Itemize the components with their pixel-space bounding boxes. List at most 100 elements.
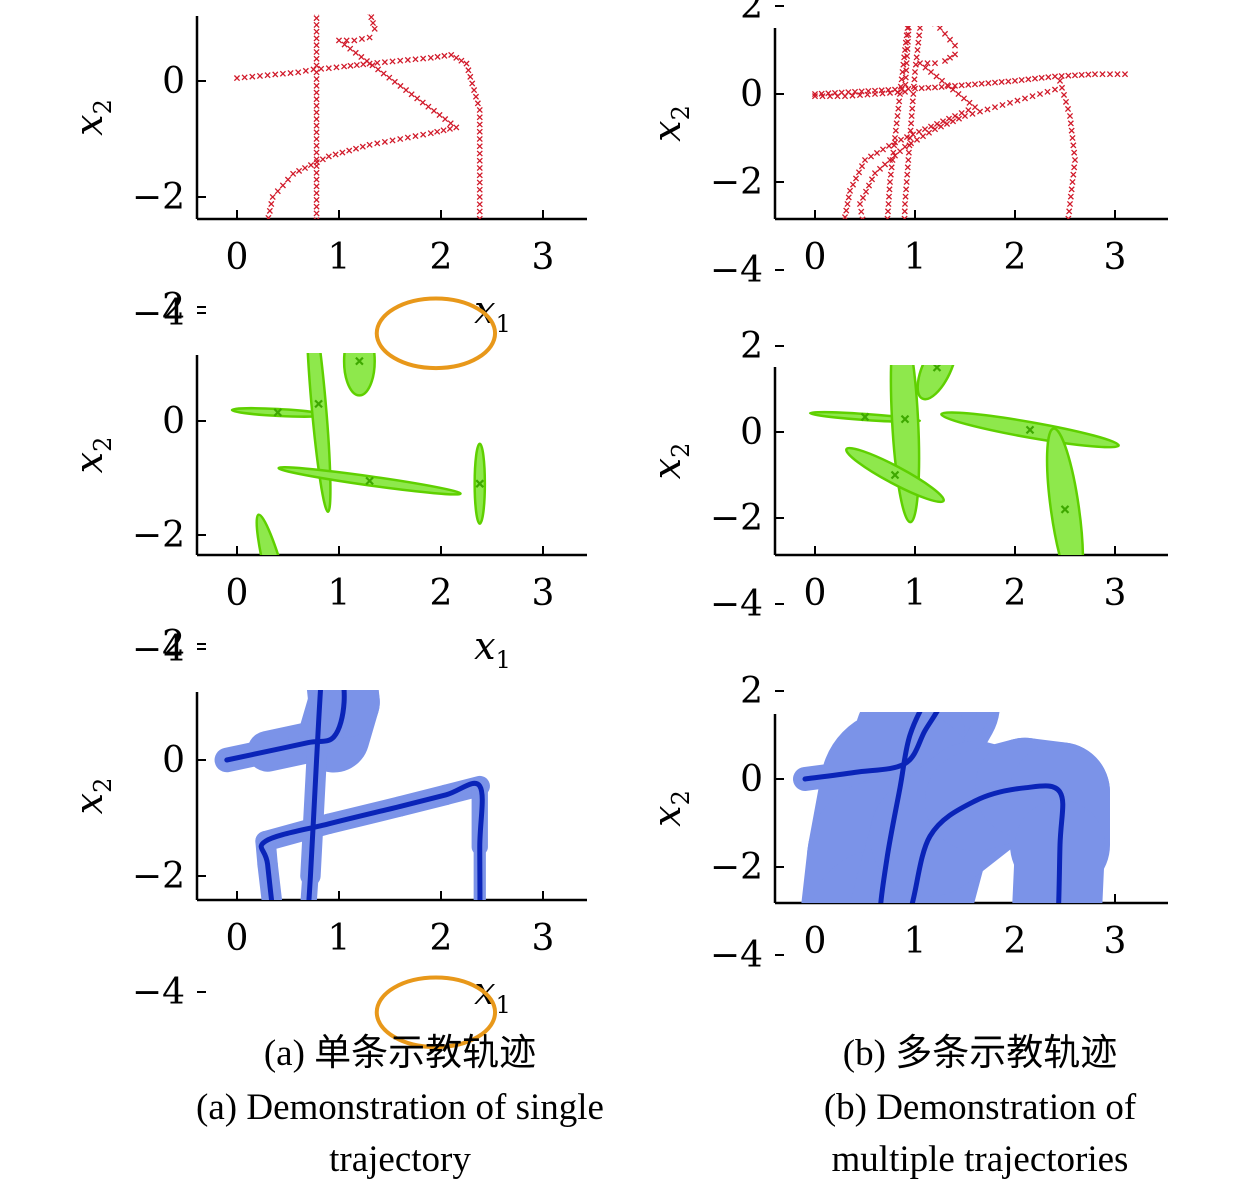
data-point [907, 18, 912, 23]
data-point [1066, 208, 1073, 215]
data-point [442, 116, 449, 123]
data-point [312, 293, 317, 298]
data-point [910, 83, 917, 90]
data-point [280, 287, 285, 292]
data-point [313, 48, 320, 56]
data-point [945, 115, 953, 122]
data-point [359, 0, 364, 2]
data-point [819, 93, 826, 100]
data-point [958, 82, 965, 89]
data-point [1052, 300, 1057, 305]
data-point [274, 188, 281, 195]
data-point [412, 133, 419, 140]
data-point [381, 138, 388, 145]
data-point [900, 61, 907, 68]
data-point [896, 148, 904, 155]
data-point [404, 134, 411, 141]
data-point [311, 301, 316, 306]
y-tick-label: 0 [162, 740, 185, 781]
data-point [906, 18, 911, 23]
data-point [295, 305, 300, 310]
data-point [1014, 97, 1021, 104]
data-point [1066, 200, 1074, 208]
data-point [902, 193, 909, 200]
data-point [329, 324, 334, 329]
data-point [363, 3, 368, 8]
data-point [1044, 88, 1051, 95]
confidence-band [327, 632, 339, 652]
data-point [941, 30, 949, 37]
data-point [915, 39, 922, 46]
data-point [313, 102, 320, 109]
data-point [425, 103, 432, 110]
data-point [313, 69, 320, 76]
x-axis-label: x1 [474, 624, 511, 674]
data-point [992, 250, 997, 255]
data-point [951, 51, 959, 58]
data-point [1011, 77, 1019, 84]
x-tick-label: 2 [1004, 237, 1027, 278]
data-point [852, 241, 857, 246]
data-point [285, 293, 290, 298]
data-point [1060, 91, 1068, 98]
data-point [1067, 120, 1074, 127]
data-point [427, 54, 434, 61]
data-point [984, 106, 991, 113]
data-point [931, 60, 939, 67]
data-point [314, 258, 319, 263]
data-point [1071, 164, 1078, 171]
data-point [885, 86, 892, 94]
data-point [855, 169, 863, 176]
data-point [859, 194, 867, 201]
data-point [907, 11, 912, 16]
data-point [389, 58, 396, 65]
data-point [937, 123, 945, 130]
data-point [897, 136, 905, 143]
data-point [346, 147, 353, 154]
data-point [341, 41, 348, 48]
confidence-band [310, 690, 333, 694]
data-point [370, 328, 375, 333]
data-point [304, 316, 309, 321]
data-point [860, 252, 865, 257]
gmm-component [255, 513, 301, 555]
data-point [476, 215, 483, 219]
data-point [891, 134, 899, 142]
y-tick-label: 2 [162, 624, 185, 665]
gmm-component [342, 353, 376, 397]
data-point [1057, 306, 1062, 311]
data-point [877, 272, 882, 277]
data-point [886, 186, 893, 193]
data-point [268, 264, 273, 269]
x-tick-label: 1 [904, 921, 927, 962]
data-point [295, 167, 303, 174]
data-point [884, 215, 891, 219]
data-point [1026, 272, 1031, 277]
caption-b-en-line1: (b) Demonstration of [823, 1087, 1137, 1128]
data-point [310, 316, 315, 321]
data-point [891, 139, 899, 146]
data-point [889, 156, 896, 164]
data-point [1025, 76, 1032, 83]
data-point [432, 331, 437, 336]
data-point [314, 245, 319, 250]
data-point [313, 129, 320, 136]
data-point [902, 231, 907, 236]
confidence-band [812, 849, 950, 903]
data-point [313, 272, 318, 277]
data-point [279, 182, 286, 189]
data-point [941, 57, 949, 65]
data-point [402, 87, 410, 94]
data-point [1062, 267, 1067, 272]
data-point [972, 281, 977, 286]
data-point [884, 208, 892, 215]
x-tick-label: 1 [904, 573, 927, 614]
data-point [299, 310, 304, 315]
x-axis-label: x1 [474, 969, 511, 1019]
gmm-center [884, 588, 891, 595]
data-point [1067, 193, 1074, 200]
gmm-component [1058, 591, 1072, 660]
x-tick-label: 3 [1104, 237, 1127, 278]
data-point [309, 323, 314, 328]
